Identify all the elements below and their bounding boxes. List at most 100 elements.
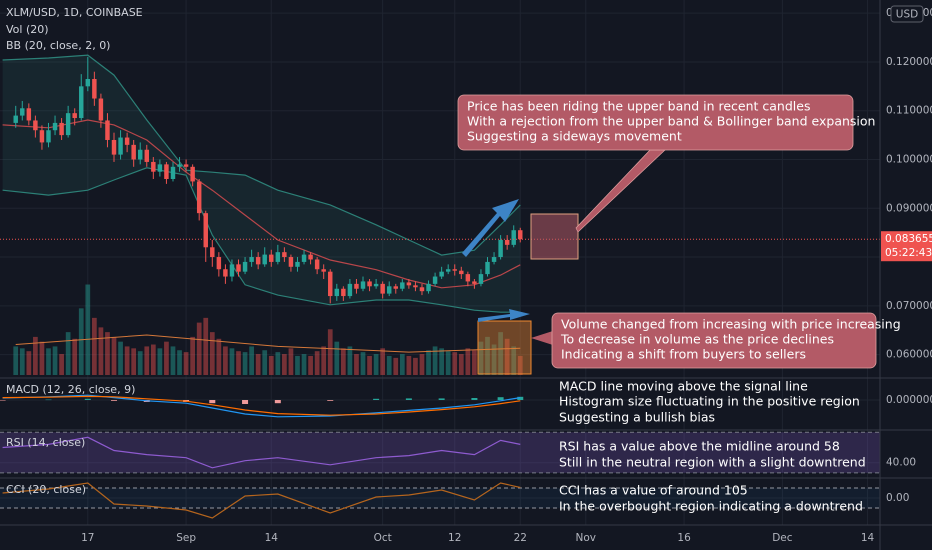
candle-body: [321, 269, 326, 272]
callout-box: [457, 94, 854, 151]
plot: [0, 54, 880, 519]
volume-bar: [399, 354, 405, 375]
volume-bar: [504, 338, 510, 375]
volume-bar: [52, 346, 58, 375]
candle-body: [164, 164, 169, 180]
volume-bar: [432, 346, 438, 375]
x-tick-label: Oct: [374, 532, 392, 544]
candle-body: [111, 139, 117, 155]
x-tick-label: 17: [81, 532, 94, 544]
arrow: [462, 199, 519, 257]
candle-body: [26, 108, 32, 121]
candle-body: [177, 164, 182, 167]
macd-histogram-bar: [0, 400, 6, 401]
annotation-line: With a rejection from the upper band & B…: [467, 114, 875, 129]
candle-body: [85, 79, 91, 87]
candle-body: [196, 181, 202, 214]
candle-body: [308, 254, 313, 260]
candle-body: [439, 271, 444, 277]
volume-bar: [183, 352, 189, 375]
volume-bar: [445, 351, 451, 375]
candle-body: [131, 144, 136, 160]
volume-bar: [268, 355, 274, 375]
candle-body: [183, 164, 189, 167]
volume-bar: [19, 348, 25, 375]
annotation-line: Indicating a shift from buyers to seller…: [561, 347, 806, 362]
volume-bar: [124, 346, 130, 375]
candle-body: [426, 283, 431, 292]
volume-bar: [91, 317, 97, 375]
candle-body: [295, 261, 300, 267]
volume-bar: [419, 354, 425, 375]
annotation-line: MACD line moving above the signal line: [559, 379, 808, 394]
candle-body: [380, 283, 385, 294]
macd-histogram-bar: [497, 397, 504, 400]
volume-bar: [118, 341, 123, 375]
y-tick-label: 0.00: [886, 492, 909, 504]
volume-bar: [78, 308, 84, 375]
y-tick-label: 0.070000: [886, 300, 932, 312]
candle-body: [229, 264, 235, 277]
candle-body: [341, 288, 346, 297]
candle-body: [432, 276, 438, 284]
candle-body: [360, 281, 366, 289]
candle-body: [393, 286, 398, 289]
candle-body: [314, 259, 320, 270]
candle-body: [282, 252, 287, 258]
candle-body: [504, 239, 510, 245]
last-price-badge: [881, 231, 932, 262]
rejection-box: [530, 213, 579, 260]
candle-body: [98, 98, 104, 121]
candle-body: [498, 239, 503, 258]
candle-body: [452, 269, 457, 271]
candle-body: [59, 122, 64, 136]
arrow: [478, 309, 530, 322]
candle-body: [52, 122, 58, 131]
macd-histogram-bar: [84, 398, 91, 400]
volume-bar: [13, 346, 19, 375]
volume-bar: [465, 348, 471, 375]
volume-bar: [491, 344, 497, 375]
currency-label: USD: [896, 9, 918, 21]
volume-bar: [39, 341, 45, 375]
signal-line: [2, 395, 521, 416]
x-tick-label: 22: [514, 532, 527, 544]
volume-bar: [111, 336, 117, 375]
volume-bar: [157, 348, 163, 375]
volume-bar: [295, 355, 300, 375]
volume-bar: [275, 352, 281, 375]
candle-body: [269, 254, 274, 262]
annotation-line: Suggesting a sideways movement: [467, 129, 682, 144]
indicator-label: MACD (12, 26, close, 9): [6, 383, 135, 396]
last-price-label: 0.083655: [885, 233, 932, 245]
candle-body: [72, 113, 77, 119]
volume-bar: [517, 355, 523, 375]
candle-body: [347, 283, 353, 297]
y-tick-label: 0.060000: [886, 349, 932, 361]
candle-body: [105, 120, 110, 140]
currency-badge[interactable]: [890, 5, 924, 23]
candle-body: [144, 149, 150, 162]
x-tick-label: 16: [677, 532, 691, 544]
volume-bar: [65, 332, 71, 375]
callout-box: [551, 312, 877, 369]
candle-body: [386, 286, 392, 294]
volume-bar: [426, 350, 431, 375]
candle-body: [124, 137, 130, 145]
macd-histogram-bar: [438, 398, 445, 400]
volume-bar: [485, 336, 490, 375]
callout-pointer: [531, 330, 556, 346]
volume-bar: [413, 357, 418, 375]
volume-bar: [190, 336, 196, 375]
candle-body: [157, 164, 163, 172]
volume-bar: [131, 348, 137, 375]
volume-bar: [229, 348, 235, 375]
volume-bar: [308, 355, 313, 375]
volume-bar: [498, 332, 503, 375]
volume-bar: [472, 350, 477, 375]
volume-bar: [105, 332, 110, 375]
volume-bar: [144, 346, 150, 375]
volume-bar: [393, 357, 399, 375]
candle-body: [210, 247, 215, 258]
candle-body: [485, 261, 490, 275]
